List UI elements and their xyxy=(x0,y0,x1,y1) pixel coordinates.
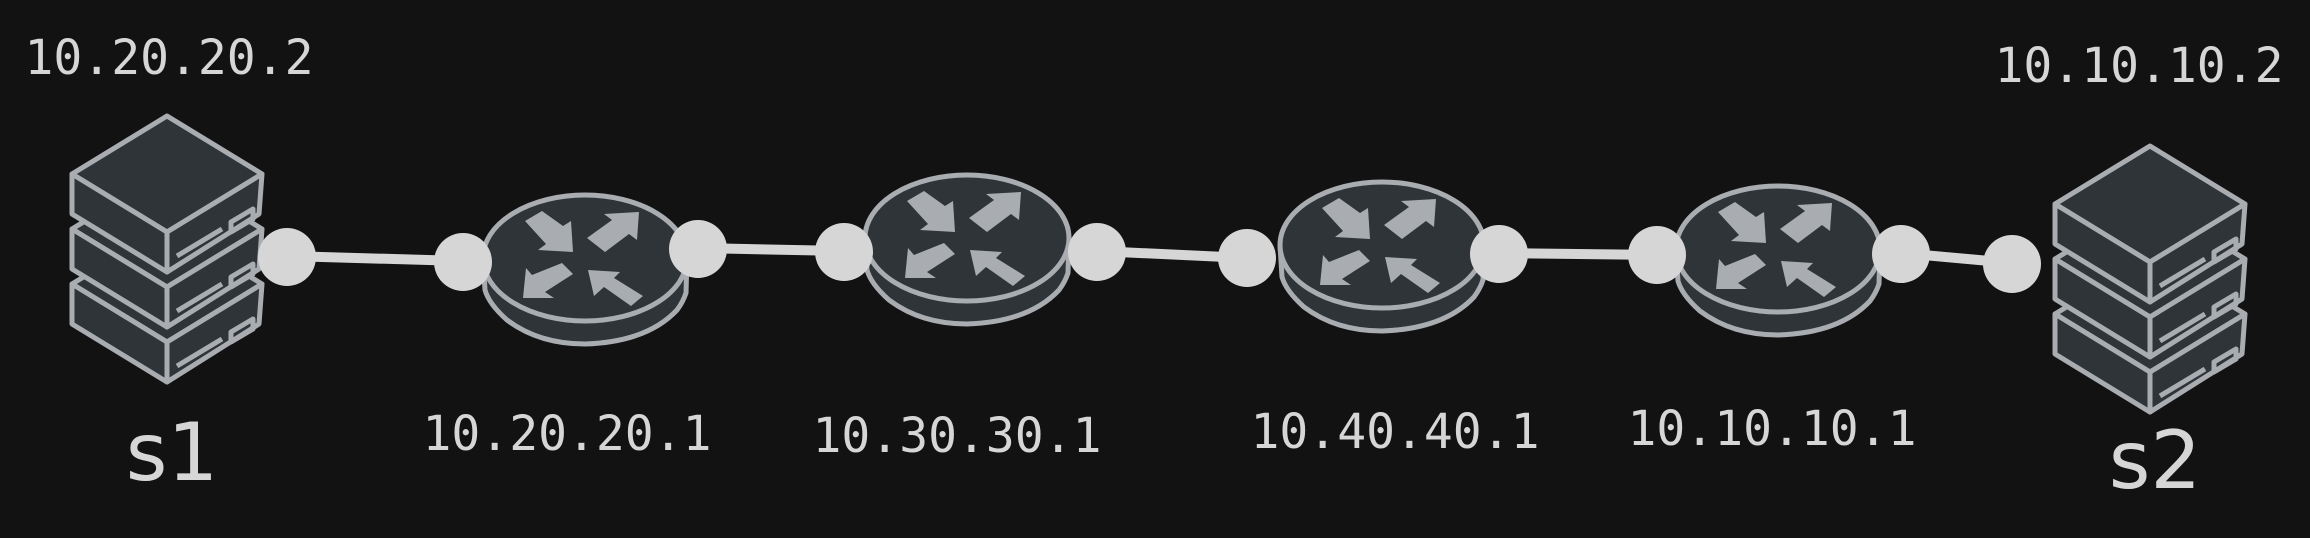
router-3[interactable]: 10.40.40.1 xyxy=(1251,182,1540,460)
router-ip-label: 10.30.30.1 xyxy=(813,408,1102,464)
router-1[interactable]: 10.20.20.1 xyxy=(423,195,712,462)
server-name-label: s1 xyxy=(126,406,219,499)
router-2[interactable]: 10.30.30.1 xyxy=(813,175,1102,464)
server-name-label: s2 xyxy=(2109,414,2202,507)
port-dot xyxy=(434,233,492,291)
port-dot xyxy=(1872,225,1930,283)
server-stack-icon xyxy=(72,116,262,382)
server-s1[interactable]: 10.20.20.2 s1 xyxy=(25,30,314,499)
router-ip-label: 10.20.20.1 xyxy=(423,406,712,462)
router-icon xyxy=(865,175,1069,324)
server-ip-label: 10.20.20.2 xyxy=(25,30,314,86)
server-stack-icon xyxy=(2055,146,2245,412)
router-icon xyxy=(1676,186,1880,335)
router-icon xyxy=(483,195,687,344)
link-s1-router1 xyxy=(282,251,468,266)
port-dot xyxy=(1470,225,1528,283)
port-dot xyxy=(1068,223,1126,281)
server-s2[interactable]: 10.10.10.2 s2 xyxy=(1995,38,2284,507)
port-dot xyxy=(669,220,727,278)
router-4[interactable]: 10.10.10.1 xyxy=(1628,186,1917,457)
port-dot xyxy=(815,223,873,281)
server-ip-label: 10.10.10.2 xyxy=(1995,38,2284,94)
router-ip-label: 10.40.40.1 xyxy=(1251,404,1540,460)
port-dot xyxy=(1218,229,1276,287)
port-dot xyxy=(258,228,316,286)
router-ip-label: 10.10.10.1 xyxy=(1628,401,1917,457)
port-dot xyxy=(1983,235,2041,293)
ports xyxy=(258,220,2041,293)
router-icon xyxy=(1280,182,1484,331)
port-dot xyxy=(1628,226,1686,284)
